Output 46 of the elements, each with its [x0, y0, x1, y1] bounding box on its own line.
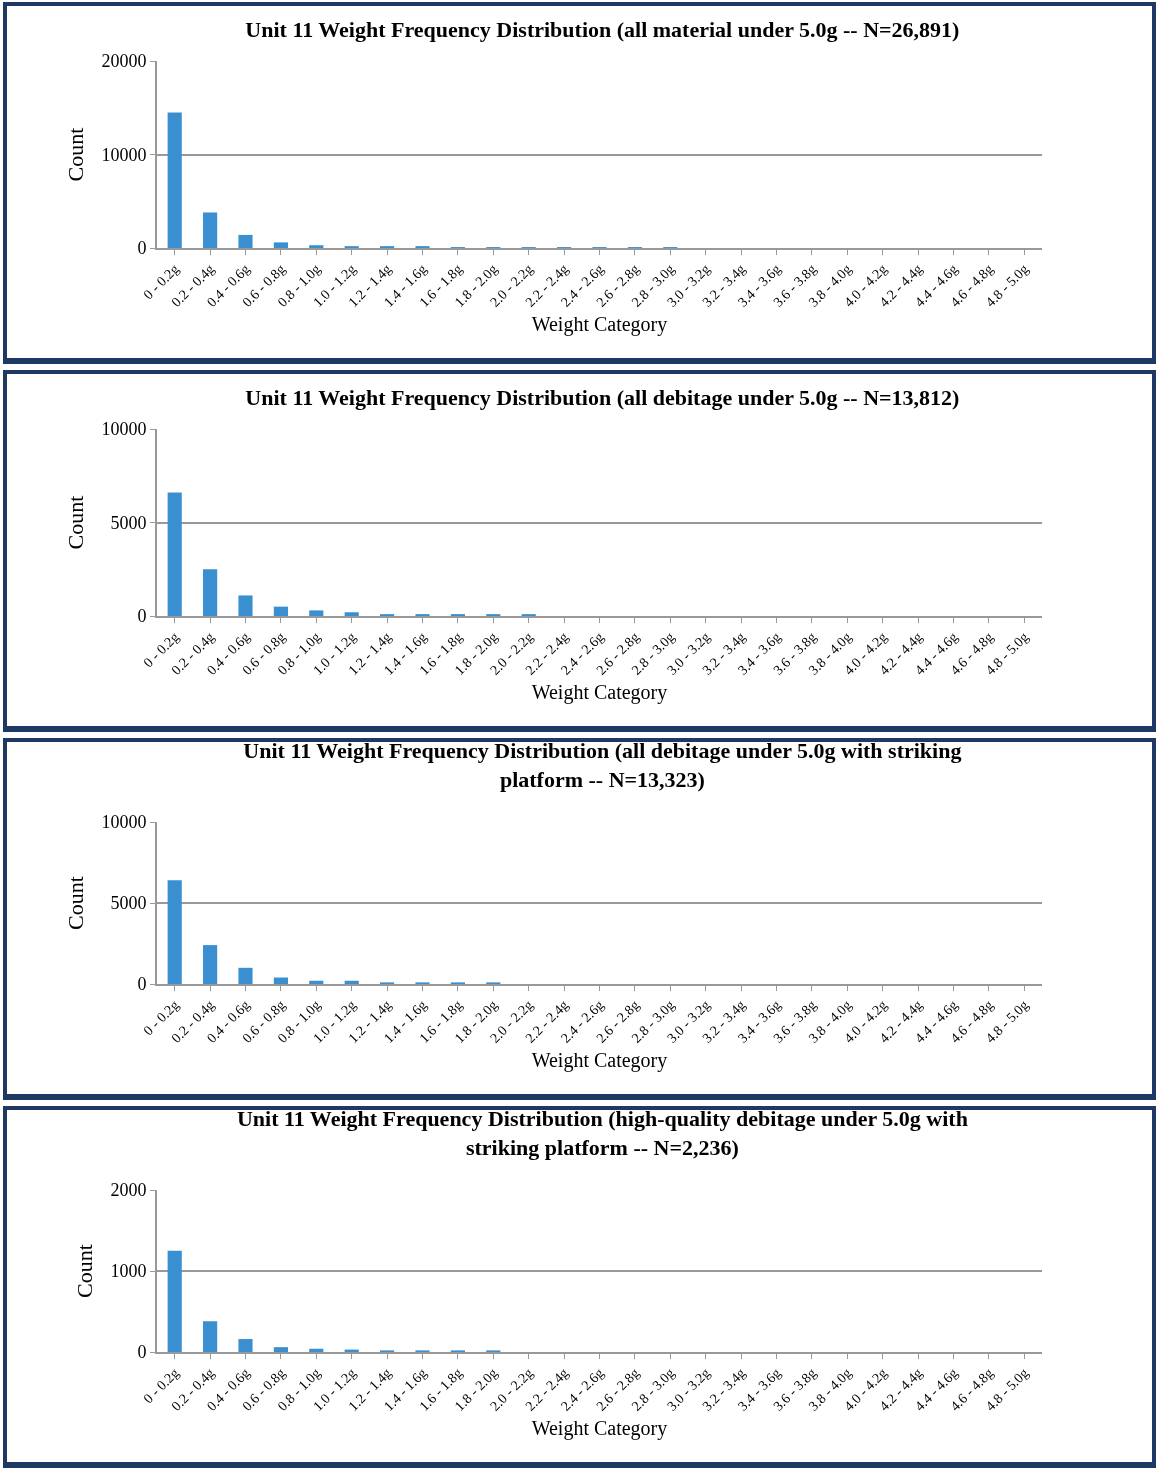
y-tick-label: 10000 — [101, 144, 147, 165]
bar — [167, 112, 182, 248]
bar — [203, 1321, 218, 1352]
bar — [309, 245, 324, 248]
y-tick-label: 1000 — [110, 1261, 147, 1282]
bar — [167, 1250, 182, 1352]
x-axis-title: Weight Category — [531, 312, 668, 336]
bar — [203, 569, 218, 616]
bar — [203, 212, 218, 248]
bar — [309, 610, 324, 616]
bar — [309, 980, 324, 984]
x-axis-title: Weight Category — [531, 1416, 668, 1440]
chart-title: Unit 11 Weight Frequency Distribution (all material under 5.0g -- N=26,891) — [245, 17, 960, 43]
x-axis-title: Weight Category — [531, 680, 668, 704]
y-axis-title: Count — [62, 876, 88, 930]
y-tick-label: 0 — [137, 238, 147, 259]
bar — [167, 880, 182, 984]
bar — [344, 612, 359, 616]
bar — [273, 977, 288, 984]
y-axis-title: Count — [62, 495, 88, 550]
bar — [273, 242, 288, 248]
y-tick-label: 20000 — [101, 51, 147, 72]
y-tick-label: 0 — [137, 1342, 147, 1363]
chart-title: Unit 11 Weight Frequency Distribution (all debitage under 5.0g -- N=13,812) — [245, 385, 960, 411]
x-axis-title: Weight Category — [531, 1048, 668, 1072]
y-tick-label: 2000 — [110, 1180, 147, 1201]
y-tick-label: 0 — [137, 974, 147, 995]
bar — [203, 945, 218, 984]
y-tick-label: 5000 — [110, 893, 147, 914]
y-axis-title: Count — [62, 127, 88, 182]
bar — [273, 1347, 288, 1352]
bar — [238, 234, 253, 248]
bar — [309, 1348, 324, 1352]
y-tick-label: 10000 — [101, 419, 147, 440]
bar — [238, 967, 253, 984]
chart-title: Unit 11 Weight Frequency Distribution (high-quality debitage under 5.0g with striking platform -- N=2,236) — [236, 1106, 968, 1160]
bar — [273, 606, 288, 616]
y-axis-title: Count — [71, 1244, 97, 1298]
y-tick-label: 5000 — [110, 512, 147, 533]
bar — [344, 980, 359, 984]
chart-title: Unit 11 Weight Frequency Distribution (all debitage under 5.0g with striking platform -- N=13,323) — [243, 738, 962, 792]
bar — [167, 492, 182, 616]
y-tick-label: 0 — [137, 606, 147, 627]
bar — [238, 595, 253, 616]
y-tick-label: 10000 — [101, 812, 147, 833]
bar — [238, 1339, 253, 1352]
